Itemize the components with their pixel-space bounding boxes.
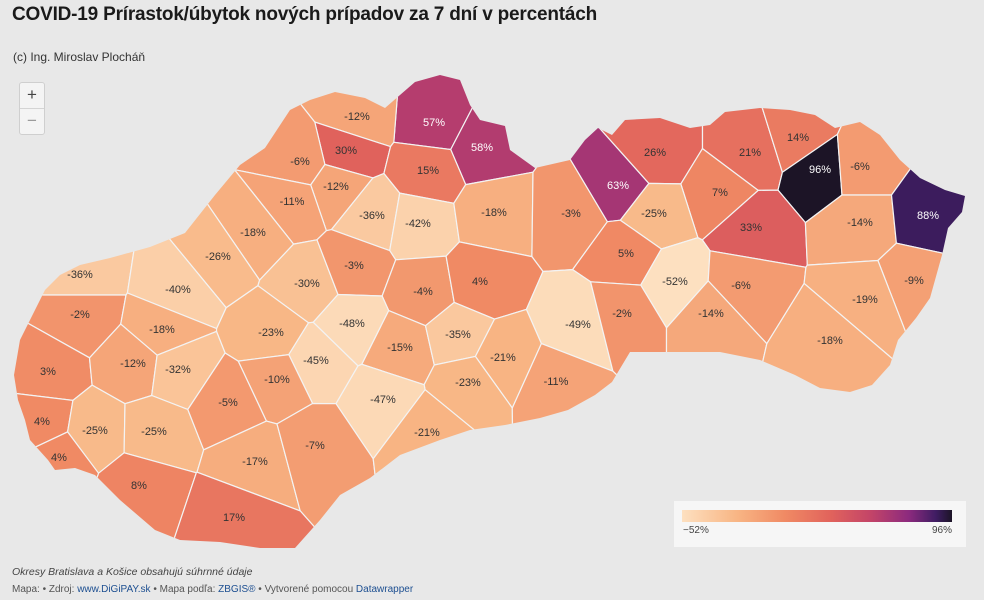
district-value-label: 96% [809, 164, 831, 176]
district-value-label: 8% [131, 480, 147, 492]
district-value-label: 88% [917, 210, 939, 222]
district-region[interactable] [166, 471, 346, 560]
district-value-label: -4% [413, 286, 433, 298]
district-value-label: 58% [471, 142, 493, 154]
district-value-label: -12% [344, 111, 370, 123]
district-value-label: -23% [258, 327, 284, 339]
district-value-label: -36% [359, 210, 385, 222]
legend-min-label: −52% [683, 525, 709, 536]
datawrapper-link[interactable]: Datawrapper [355, 584, 414, 595]
district-value-label: 4% [472, 276, 488, 288]
district-value-label: -11% [544, 376, 569, 388]
chart-title: COVID-19 Prírastok/úbytok nových prípado… [12, 4, 598, 25]
district-value-label: -42% [405, 218, 431, 230]
district-value-label: 4% [51, 452, 67, 464]
district-value-label: -48% [339, 318, 365, 330]
district-value-label: -12% [323, 181, 349, 193]
district-value-label: 17% [223, 512, 245, 524]
district-value-label: -36% [67, 269, 93, 281]
district-value-label: -23% [455, 377, 481, 389]
district-value-label: -7% [305, 440, 325, 452]
district-value-label: 3% [40, 366, 56, 378]
district-value-label: -21% [490, 352, 516, 364]
district-value-label: -9% [904, 275, 924, 287]
district-value-label: -30% [294, 278, 320, 290]
district-value-label: -35% [445, 329, 471, 341]
district-value-label: 57% [423, 117, 445, 129]
footer-mid: • Mapa podľa: [150, 584, 219, 595]
chart-subtitle: (c) Ing. Miroslav Plocháň [13, 50, 146, 64]
district-value-label: 21% [739, 147, 761, 159]
district-value-label: -21% [414, 427, 440, 439]
district-value-label: -6% [731, 280, 751, 292]
district-value-label: -2% [70, 309, 90, 321]
district-value-label: -25% [141, 426, 167, 438]
district-value-label: -25% [82, 425, 108, 437]
district-value-label: 4% [34, 416, 50, 428]
district-value-label: -18% [481, 207, 507, 219]
district-value-label: -17% [242, 456, 268, 468]
district-value-label: -47% [370, 394, 396, 406]
district-value-label: -18% [240, 227, 266, 239]
district-value-label: 7% [712, 187, 728, 199]
district-value-label: -18% [149, 324, 175, 336]
color-legend: −52% 96% [674, 501, 966, 547]
district-value-label: -6% [850, 161, 870, 173]
district-value-label: -3% [561, 208, 581, 220]
district-value-label: 33% [740, 222, 762, 234]
map-source-link[interactable]: ZBGIS® [218, 584, 256, 595]
footer-mid2: • Vytvorené pomocou [255, 584, 356, 595]
legend-gradient-bar [682, 510, 952, 522]
district-value-label: -32% [165, 364, 191, 376]
district-value-label: -25% [641, 208, 667, 220]
district-value-label: -18% [817, 335, 843, 347]
district-value-label: -5% [218, 397, 238, 409]
district-region[interactable] [890, 67, 984, 263]
legend-max-label: 96% [931, 525, 952, 536]
zoom-control: + − [19, 82, 45, 135]
district-value-label: 5% [618, 248, 634, 260]
district-value-label: -11% [280, 196, 305, 208]
district-value-label: -49% [565, 319, 591, 331]
district-value-label: -10% [264, 374, 290, 386]
footer-credits: Mapa: • Zdroj: www.DiGiPAY.sk • Mapa pod… [12, 584, 413, 595]
district-value-label: -15% [387, 342, 413, 354]
district-value-label: -45% [303, 355, 329, 367]
district-value-label: 26% [644, 147, 666, 159]
district-value-label: 15% [417, 165, 439, 177]
district-value-label: -52% [662, 276, 688, 288]
zoom-out-button[interactable]: − [20, 108, 44, 134]
district-value-label: -40% [165, 284, 191, 296]
district-value-label: -14% [698, 308, 724, 320]
district-value-label: 14% [787, 132, 809, 144]
district-value-label: -19% [852, 294, 878, 306]
map-note: Okresy Bratislava a Košice obsahujú súhr… [12, 566, 253, 578]
district-value-label: -3% [344, 260, 364, 272]
district-value-label: -26% [205, 251, 231, 263]
district-value-label: 63% [607, 180, 629, 192]
district-value-label: -6% [290, 156, 310, 168]
footer-prefix: Mapa: • Zdroj: [12, 584, 78, 595]
district-value-label: -2% [612, 308, 632, 320]
district-value-label: -14% [847, 217, 873, 229]
source-link[interactable]: www.DiGiPAY.sk [77, 584, 151, 595]
zoom-in-button[interactable]: + [27, 85, 37, 104]
district-region[interactable] [877, 242, 984, 470]
district-value-label: 30% [335, 145, 357, 157]
district-value-label: -12% [120, 358, 146, 370]
